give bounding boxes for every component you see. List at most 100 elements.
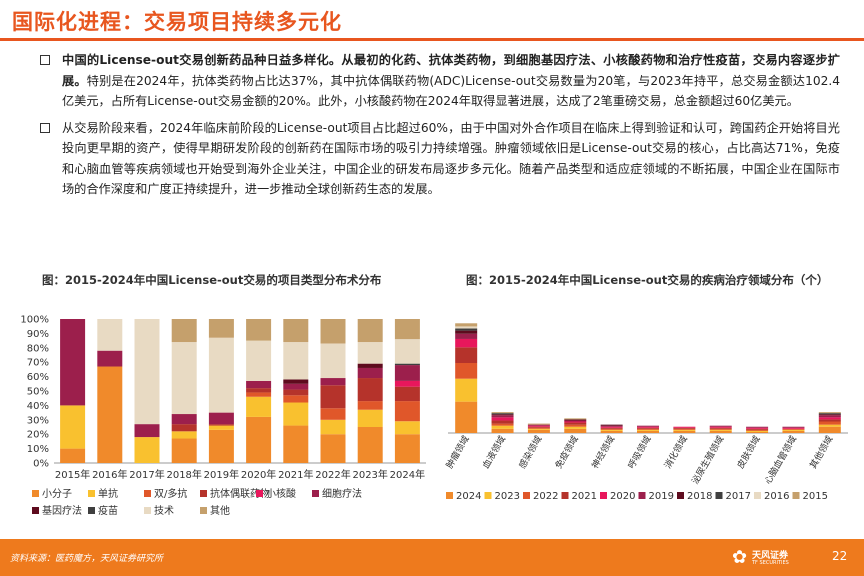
bar-segment [782, 429, 805, 431]
bar-segment [818, 412, 841, 414]
bar-segment [357, 342, 383, 364]
bar-segment [673, 429, 696, 431]
bar-segment [491, 413, 514, 415]
page-number: 22 [832, 549, 848, 563]
bar-segment [320, 319, 346, 344]
bar-segment [246, 340, 272, 381]
legend-label: 其他 [210, 504, 230, 517]
bar-segment [246, 388, 272, 393]
bullet-1: 中国的License-out交易创新药品种日益多样化。从最初的化药、抗体类药物，… [40, 50, 840, 112]
bar-segment [357, 401, 383, 410]
bar-segment [782, 430, 805, 433]
bar-segment [673, 427, 696, 429]
y-tick-label: 0% [33, 459, 49, 470]
bullet-2-text: 从交易阶段来看，2024年临床前阶段的License-out项目占比超过60%，… [62, 120, 840, 197]
bar-segment [320, 343, 346, 379]
bar-segment [564, 426, 587, 429]
bar-segment [283, 383, 309, 390]
bar-segment [394, 339, 420, 364]
bar-segment [527, 423, 550, 425]
company-logo: ✿ 天风证券 TF SECURITIES [732, 546, 802, 572]
bar-segment [246, 392, 272, 397]
chart-1-title: 图：2015-2024年中国License-out交易的项目类型分布术分布 [42, 273, 382, 287]
x-tick-label: 2019年 [204, 468, 239, 481]
y-tick-label: 10% [27, 444, 49, 455]
bar-segment [455, 378, 478, 402]
title-divider [0, 38, 864, 41]
legend-swatch [715, 492, 723, 499]
bar-segment [455, 338, 478, 348]
bar-segment [357, 409, 383, 427]
x-tick-label: 2024年 [390, 468, 425, 481]
bar-segment [564, 422, 587, 425]
bar-segment [246, 416, 272, 463]
bar-segment [357, 319, 383, 343]
bar-segment [491, 415, 514, 418]
bar-segment [709, 425, 732, 427]
legend-swatch [446, 492, 453, 499]
legend-swatch [144, 490, 151, 497]
bar-segment [283, 319, 309, 343]
bar-segment [564, 424, 587, 427]
legend-swatch [638, 492, 646, 499]
bar-segment [709, 428, 732, 430]
y-tick-label: 40% [27, 401, 49, 412]
bar-segment [283, 425, 309, 463]
bar-segment [357, 367, 383, 379]
y-tick-label: 50% [27, 387, 49, 398]
bar-segment [320, 378, 346, 386]
legend-label: 2024 [456, 491, 481, 502]
legend-label: 小分子 [42, 488, 72, 500]
footer-source: 资料来源：医药魔方，天风证券研究所 [10, 554, 164, 564]
legend-swatch [754, 492, 761, 499]
bar-segment [283, 389, 309, 396]
bar-segment [208, 425, 234, 430]
bar-segment [491, 412, 514, 414]
bar-segment [818, 414, 841, 416]
legend-swatch [88, 507, 95, 514]
legend-swatch [200, 507, 207, 514]
bar-segment [527, 425, 550, 427]
bar-segment [208, 412, 234, 425]
bullet-2: 从交易阶段来看，2024年临床前阶段的License-out项目占比超过60%，… [40, 118, 840, 200]
legend-swatch [88, 490, 95, 497]
bar-segment [527, 427, 550, 429]
legend-swatch [600, 492, 607, 499]
y-tick-label: 20% [27, 430, 49, 441]
bar-segment [564, 420, 587, 422]
x-tick-label: 血液领域 [480, 434, 508, 471]
bar-segment [394, 380, 420, 387]
bar-segment [455, 362, 478, 379]
bar-segment [455, 333, 478, 339]
bar-segment [709, 427, 732, 429]
bar-segment [527, 429, 550, 433]
bar-segment [208, 424, 234, 426]
bar-segment [600, 429, 623, 431]
bar-segment [746, 429, 769, 431]
legend-label: 2018 [687, 491, 712, 502]
bar-segment [673, 428, 696, 430]
x-tick-label: 2018年 [166, 468, 201, 481]
bar-segment [491, 428, 514, 433]
bar-segment [673, 430, 696, 433]
bar-segment [527, 428, 550, 430]
bar-segment [97, 366, 123, 463]
bullet-1-strong: 中国的License-out交易创新药品种日益多样化。从最初的化药、抗体类药物，… [62, 53, 840, 88]
legend-swatch [484, 492, 492, 499]
bar-segment [637, 429, 659, 431]
bar-segment [283, 402, 309, 426]
bar-segment [709, 429, 732, 431]
x-tick-label: 神经领域 [589, 434, 617, 471]
bar-segment [746, 427, 769, 429]
legend-swatch [32, 507, 39, 514]
legend-swatch [677, 492, 684, 499]
bar-segment [394, 421, 420, 435]
y-tick-label: 100% [20, 315, 49, 326]
legend-label: 2023 [495, 491, 520, 502]
bar-segment [709, 426, 732, 428]
bar-segment [97, 350, 123, 367]
bar-segment [171, 431, 197, 439]
flower-logo-icon: ✿ [732, 547, 748, 568]
bar-segment [600, 427, 623, 429]
legend-label: 技术 [154, 504, 174, 517]
